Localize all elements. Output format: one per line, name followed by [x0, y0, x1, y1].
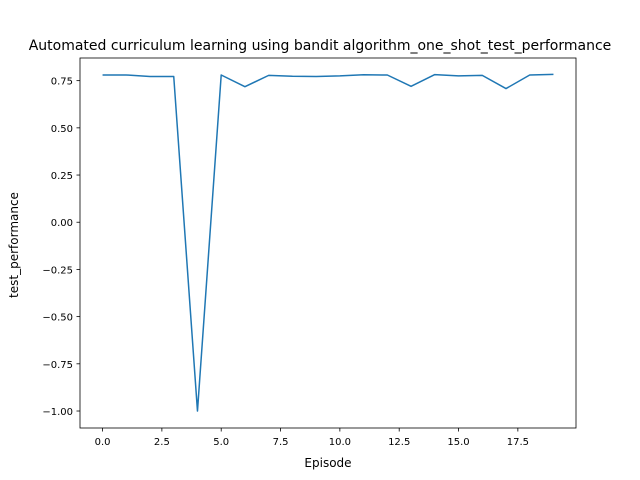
x-tick-label: 0.0 [95, 437, 111, 448]
y-tick-label: 0.75 [51, 77, 73, 88]
x-tick-label: 12.5 [388, 437, 410, 448]
x-axis-label: Episode [304, 456, 351, 470]
series-line-0 [102, 73, 554, 412]
y-tick-label: 0.25 [51, 171, 73, 182]
x-tick-label: 15.0 [447, 437, 469, 448]
plot-area [79, 57, 577, 429]
y-tick-label: −0.50 [42, 313, 73, 324]
x-tick-label: 5.0 [213, 437, 229, 448]
y-tick-label: −0.25 [42, 265, 73, 276]
x-tick-label: 2.5 [154, 437, 170, 448]
y-tick-label: −0.75 [42, 360, 73, 371]
y-tick-label: 0.00 [51, 218, 73, 229]
chart-title: Automated curriculum learning using band… [29, 38, 612, 54]
y-axis-label: test_performance [7, 192, 21, 298]
y-tick-label: −1.00 [42, 407, 73, 418]
x-tick-label: 10.0 [329, 437, 351, 448]
y-axis: −1.00 −0.75 −0.50 −0.25 0.00 0.25 0.50 0.75 [42, 77, 80, 418]
x-tick-label: 7.5 [273, 437, 289, 448]
plot-frame [79, 57, 577, 429]
x-tick-label: 17.5 [507, 437, 529, 448]
x-axis: 0.0 2.5 5.0 7.5 10.0 12.5 15.0 17.5 [95, 428, 529, 448]
y-tick-label: 0.50 [51, 124, 73, 135]
